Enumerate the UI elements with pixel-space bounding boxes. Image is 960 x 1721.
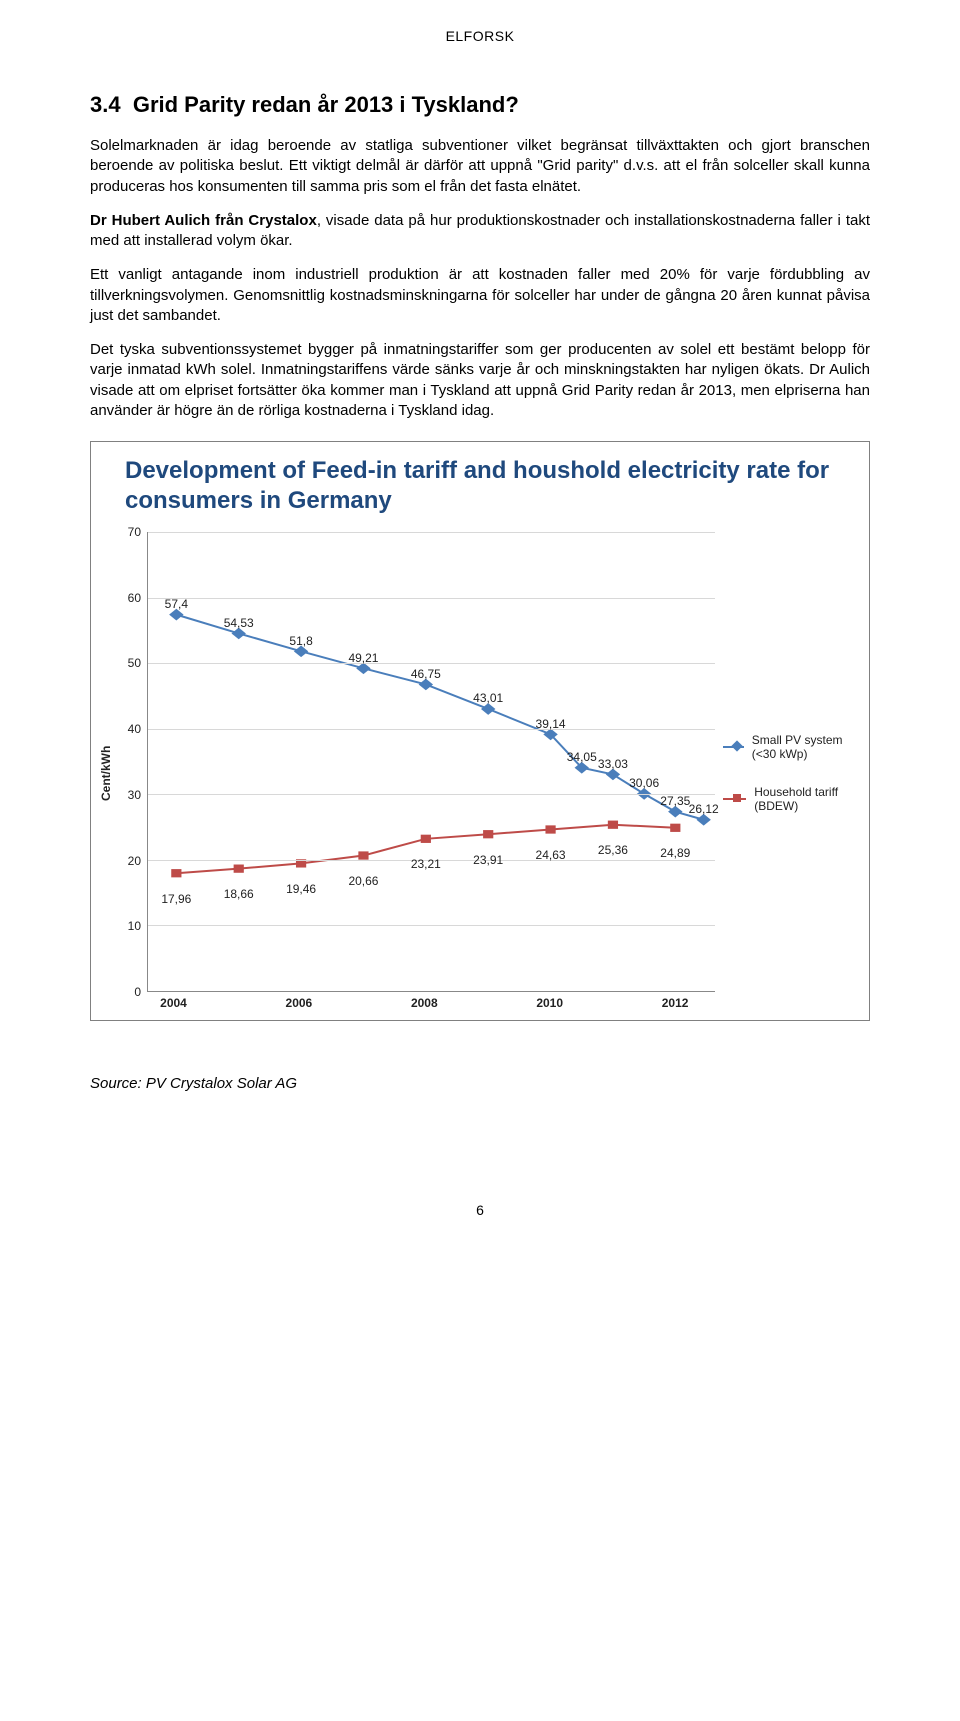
plot-column: 010203040506070 57,454,5351,849,2146,754… — [115, 532, 715, 1014]
legend: Small PV system (<30 kWp) Household tari… — [715, 532, 863, 1014]
data-label: 24,89 — [660, 846, 690, 860]
gridline — [148, 663, 715, 664]
legend-item-household: Household tariff (BDEW) — [723, 785, 863, 813]
y-tick: 60 — [128, 591, 141, 605]
legend-label-pv: Small PV system (<30 kWp) — [752, 733, 863, 761]
data-label: 17,96 — [161, 892, 191, 906]
paragraph-2: Dr Hubert Aulich från Crystalox, visade … — [90, 211, 870, 252]
data-label: 25,36 — [598, 843, 628, 857]
y-tick: 10 — [128, 919, 141, 933]
data-label: 23,91 — [473, 853, 503, 867]
legend-item-pv: Small PV system (<30 kWp) — [723, 733, 863, 761]
y-tick: 0 — [134, 985, 141, 999]
data-label: 39,14 — [536, 717, 566, 731]
plot-svg — [148, 532, 715, 991]
y-tick: 20 — [128, 854, 141, 868]
data-label: 19,46 — [286, 882, 316, 896]
gridline — [148, 598, 715, 599]
source-line: Source: PV Crystalox Solar AG — [90, 1075, 870, 1092]
x-tick: 2010 — [536, 996, 563, 1010]
data-label: 51,8 — [289, 634, 312, 648]
paragraph-2-bold: Dr Hubert Aulich från Crystalox — [90, 212, 317, 229]
diamond-icon — [731, 740, 742, 751]
data-label: 57,4 — [165, 597, 188, 611]
paragraph-4: Det tyska subventionssystemet bygger på … — [90, 340, 870, 421]
page-number: 6 — [90, 1202, 870, 1218]
paragraph-1: Solelmarknaden är idag beroende av statl… — [90, 136, 870, 197]
chart-body: Cent/kWh 010203040506070 57,454,5351,849… — [97, 532, 863, 1014]
data-label: 23,21 — [411, 857, 441, 871]
page: ELFORSK 3.4 Grid Parity redan år 2013 i … — [0, 0, 960, 1258]
section-title: Grid Parity redan år 2013 i Tyskland? — [133, 92, 519, 117]
data-label: 34,05 — [567, 750, 597, 764]
y-tick: 30 — [128, 788, 141, 802]
x-tick: 2006 — [286, 996, 313, 1010]
data-label: 26,12 — [689, 802, 719, 816]
data-label: 27,35 — [660, 794, 690, 808]
header-label: ELFORSK — [90, 28, 870, 44]
data-label: 30,06 — [629, 776, 659, 790]
x-tick: 2004 — [160, 996, 187, 1010]
data-label: 46,75 — [411, 667, 441, 681]
data-label: 54,53 — [224, 616, 254, 630]
gridline — [148, 532, 715, 533]
x-tick: 2008 — [411, 996, 438, 1010]
section-heading: 3.4 Grid Parity redan år 2013 i Tyskland… — [90, 92, 870, 118]
data-label: 18,66 — [224, 887, 254, 901]
data-label: 49,21 — [348, 651, 378, 665]
chart-title: Development of Feed-in tariff and housho… — [125, 456, 855, 516]
gridline — [148, 729, 715, 730]
data-label: 20,66 — [348, 874, 378, 888]
x-tick: 2012 — [662, 996, 689, 1010]
legend-label-household: Household tariff (BDEW) — [754, 785, 863, 813]
y-axis-label: Cent/kWh — [97, 532, 115, 1014]
data-label: 43,01 — [473, 691, 503, 705]
grid-region: 57,4 54,53 51,8 49,21 46,75 43,01 39,14 34,0533… — [147, 532, 715, 992]
gridline — [148, 794, 715, 795]
y-tick: 40 — [128, 722, 141, 736]
section-number: 3.4 — [90, 92, 121, 117]
y-tick: 70 — [128, 525, 141, 539]
legend-swatch-household — [723, 798, 746, 800]
chart-container: Development of Feed-in tariff and housho… — [90, 441, 870, 1021]
x-ticks: 2004 2006 2008 2010 2012 — [145, 994, 715, 1014]
data-label: 24,63 — [536, 848, 566, 862]
data-label: 33,03 — [598, 757, 628, 771]
plot-area: 010203040506070 57,454,5351,849,2146,754… — [117, 532, 715, 992]
square-icon — [733, 794, 741, 802]
paragraph-3: Ett vanligt antagande inom industriell p… — [90, 265, 870, 326]
gridline — [148, 925, 715, 926]
legend-swatch-pv — [723, 746, 744, 748]
y-tick: 50 — [128, 656, 141, 670]
y-ticks: 010203040506070 — [117, 532, 145, 992]
